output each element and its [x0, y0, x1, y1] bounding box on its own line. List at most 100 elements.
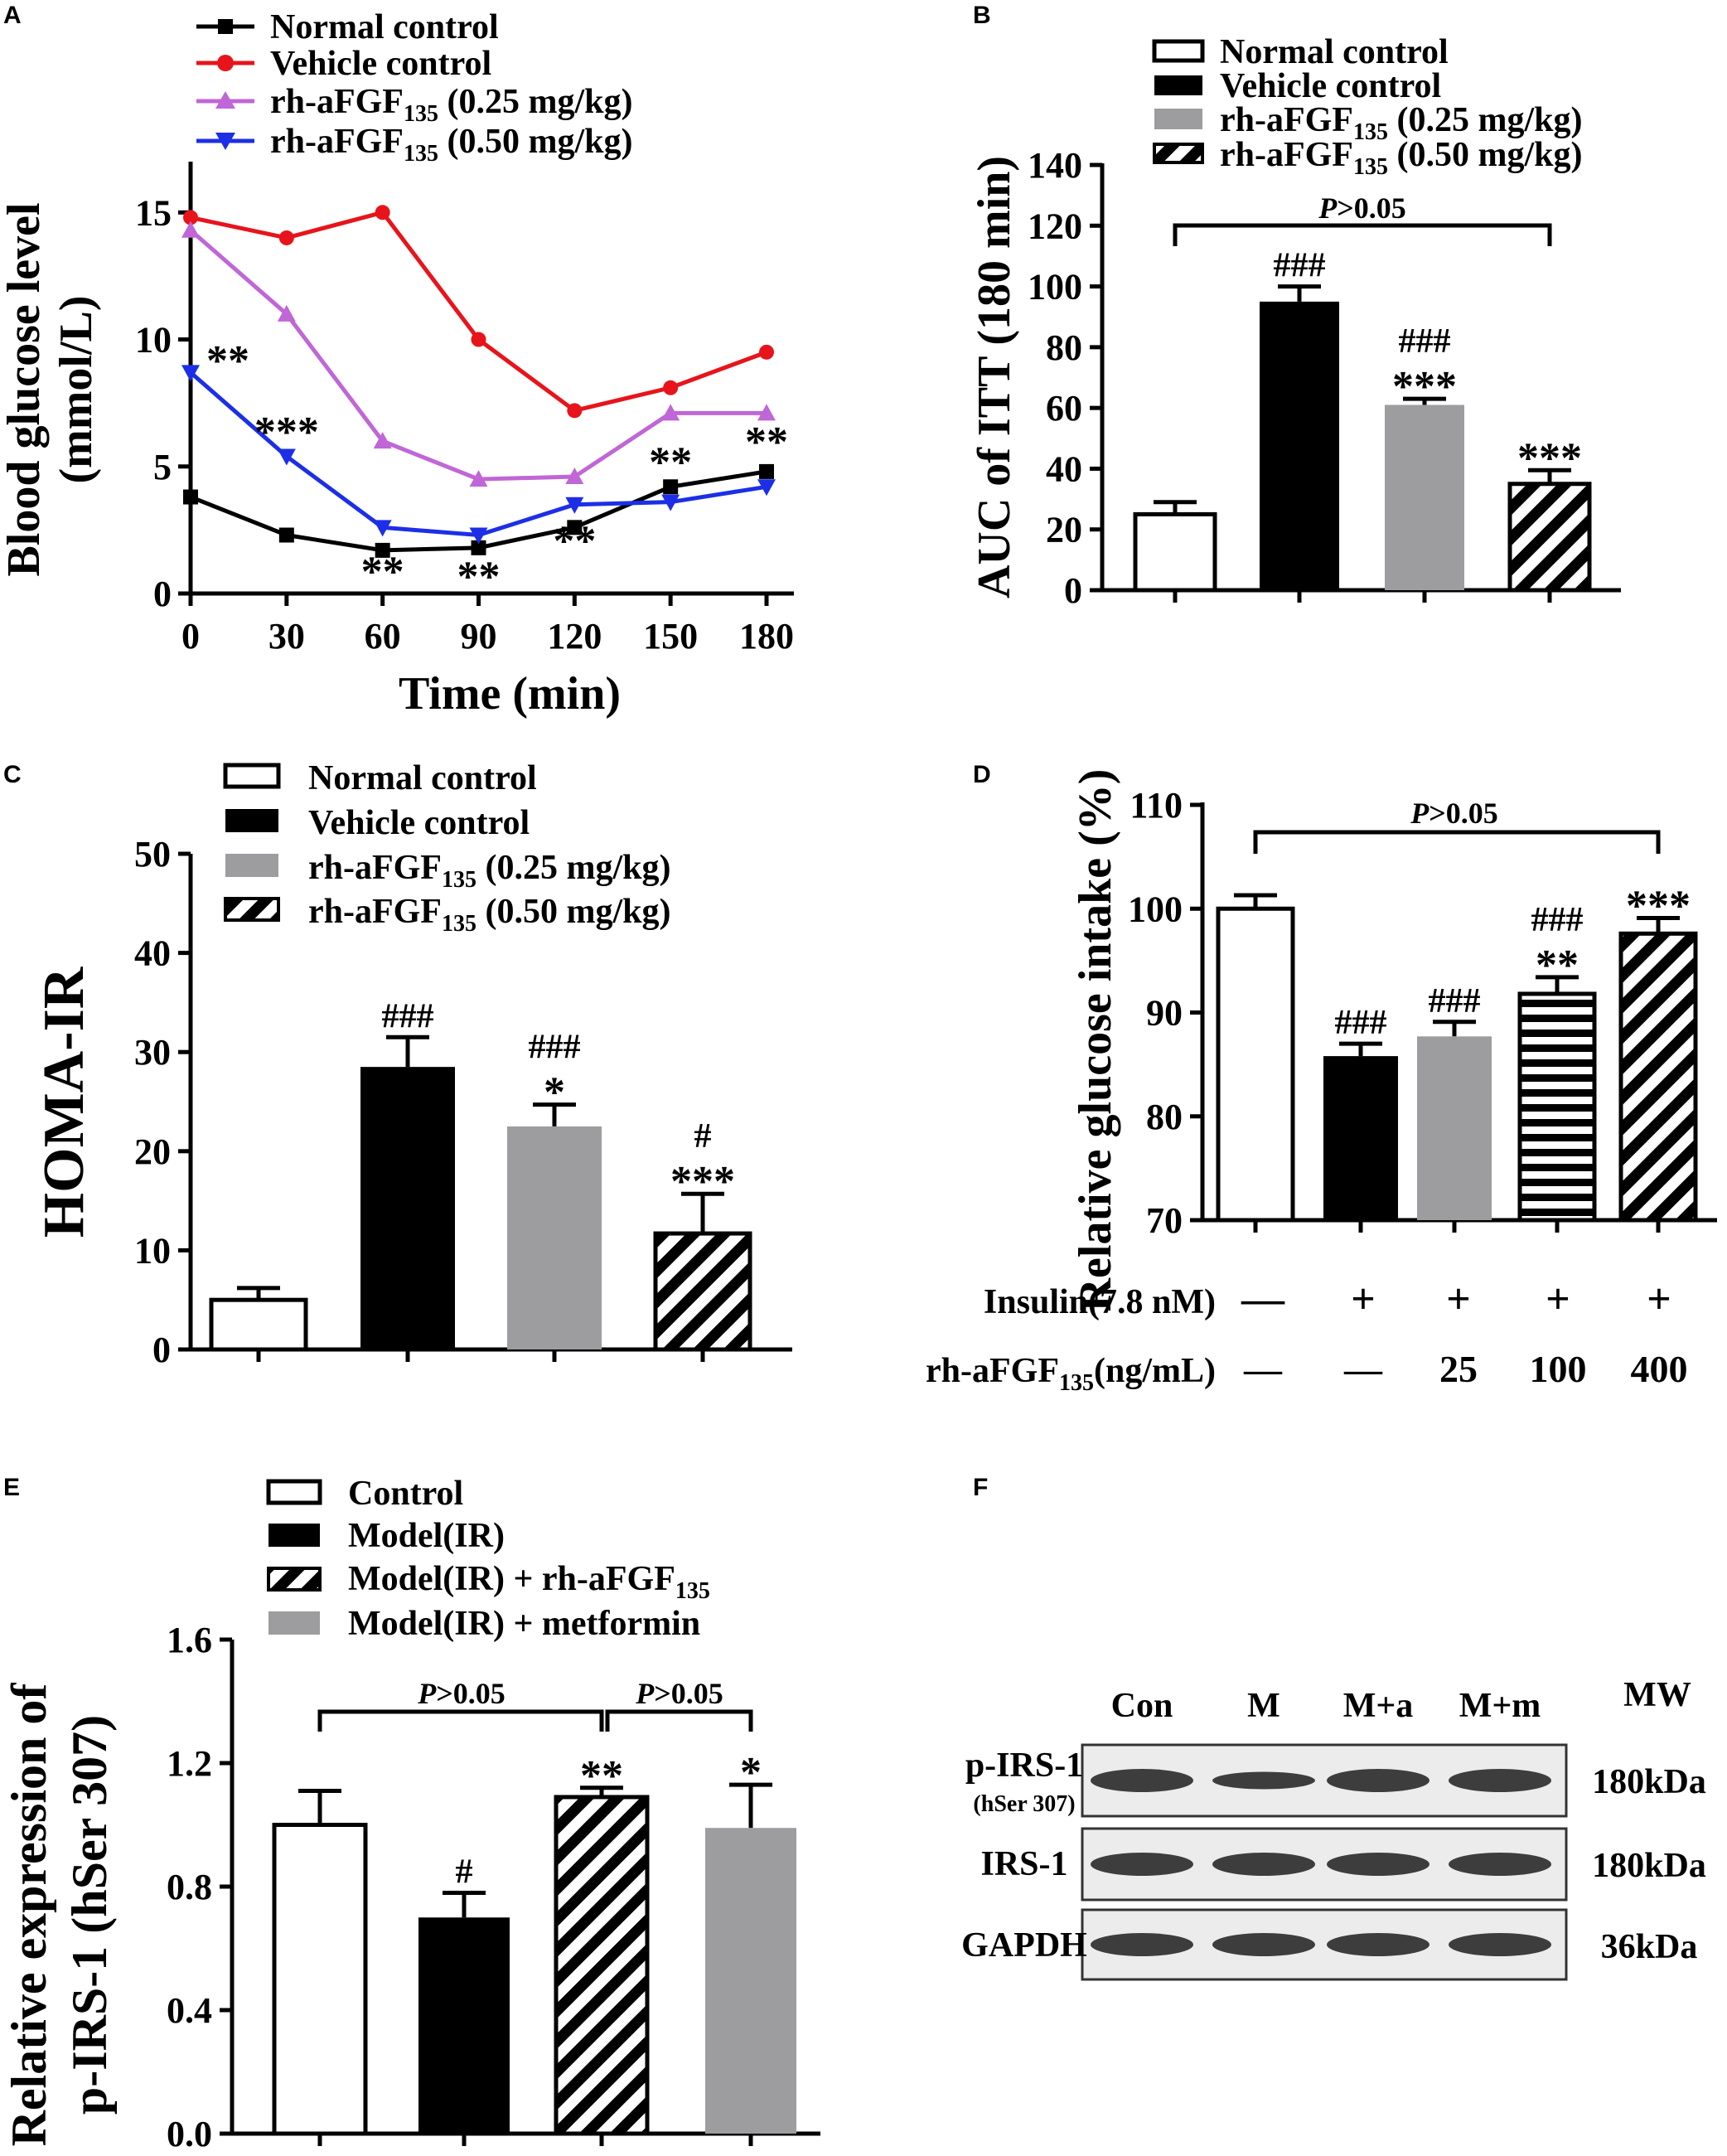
c-y-ticks: 0 10 20 30 40 50: [134, 834, 191, 1370]
panel-letter-e: E: [3, 1474, 20, 1501]
legend-e-swatch-met: [268, 1611, 320, 1635]
a-point: [375, 205, 390, 220]
legend-marker-vehicle: [217, 55, 234, 71]
c-y-tick-label: 20: [134, 1131, 171, 1172]
legend-high-tail: (0.50 mg/kg): [438, 123, 633, 161]
legend-c-high-sub: 135: [442, 911, 476, 937]
a-x-title: Time (min): [399, 668, 621, 719]
panel-e: E Control Model(IR) Model(IR) + rh-aFGF1…: [2, 1474, 820, 2154]
panel-f: F Con M M+a M+m MW p-IRS-1(hSer 307)180kDaI…: [961, 1474, 1706, 1981]
f-band: [1327, 1769, 1429, 1792]
legend-b-swatch-normal: [1152, 39, 1205, 63]
legend-b: Normal control Vehicle control rh-aFGF13…: [1152, 33, 1582, 180]
e-hash: #: [456, 1853, 473, 1891]
d-row2-rh: rh-aFGF: [926, 1352, 1059, 1390]
legend-label-high: rh-aFGF135 (0.50 mg/kg): [270, 123, 632, 167]
panel-letter-b: B: [973, 2, 991, 29]
b-bar: [1385, 405, 1464, 590]
legend-marker-high: [215, 133, 235, 150]
d-row2-cell: —: [1343, 1348, 1383, 1390]
a-point: [759, 344, 774, 360]
b-bar: [1260, 301, 1339, 590]
legend-c-low-sub: 135: [442, 867, 476, 893]
d-bracket-tail: >0.05: [1429, 797, 1498, 830]
d-row1-cell: +: [1546, 1276, 1570, 1323]
a-point: [757, 404, 776, 421]
legend-high-rh: rh-aFGF: [270, 123, 404, 161]
b-bar: [1133, 511, 1217, 593]
a-significance: **: [745, 419, 788, 466]
f-band: [1212, 1853, 1315, 1876]
c-hash: #: [694, 1117, 712, 1156]
f-blot-row: p-IRS-1 (hSer 307) 180kDa: [965, 1743, 1706, 1818]
d-stars: **: [1536, 942, 1579, 989]
d-row2-cell: 100: [1530, 1348, 1587, 1390]
d-y-title: Relative glucose intake (%): [1070, 769, 1121, 1312]
d-y-tick-label: 80: [1146, 1097, 1183, 1137]
e-y-tick-label: 0.0: [167, 2114, 212, 2154]
legend-e-rh-text: Model(IR) + rh-aFGF: [348, 1560, 675, 1598]
legend-c-low-rh: rh-aFGF: [308, 849, 442, 887]
d-treatment-table: — + + + + — — 25 100 400: [1241, 1276, 1688, 1390]
legend-b-swatch-vehicle: [1154, 75, 1202, 95]
legend-c-high-tail: (0.50 mg/kg): [476, 893, 671, 931]
a-x-tick-label: 120: [547, 616, 602, 656]
b-y-tick-label: 100: [1028, 267, 1082, 308]
b-bracket-p: P: [1318, 191, 1338, 225]
panel-a: A Normal control Vehicle control rh-aFGF…: [0, 2, 794, 719]
e-bracket-1-p: P: [417, 1677, 437, 1710]
legend-c-vehicle: Vehicle control: [308, 804, 530, 842]
e-bar: [705, 1828, 796, 2134]
d-bar: [1323, 1056, 1398, 1220]
b-y-tick-label: 140: [1028, 145, 1082, 186]
e-y-tick-label: 1.2: [167, 1743, 212, 1784]
legend-b-low-rh: rh-aFGF: [1220, 101, 1353, 139]
c-bar: [360, 1067, 455, 1349]
c-bar: [209, 1297, 308, 1352]
legend-e-rh: Model(IR) + rh-aFGF135: [348, 1560, 710, 1604]
d-row2-cell: —: [1243, 1348, 1283, 1390]
legend-b-low-tail: (0.25 mg/kg): [1388, 101, 1583, 139]
a-x-tick-label: 180: [739, 616, 794, 656]
legend-marker-normal: [218, 19, 233, 34]
a-significance: **: [361, 548, 404, 595]
c-hash: ###: [529, 1029, 581, 1067]
legend-b-high: rh-aFGF135 (0.50 mg/kg): [1220, 136, 1582, 180]
a-point: [277, 448, 296, 466]
d-row1-cell: +: [1351, 1276, 1376, 1323]
a-y-ticks: 0 5 10 15: [135, 192, 191, 614]
f-mw-header: MW: [1623, 1676, 1691, 1714]
d-row2-cell: 25: [1439, 1348, 1478, 1390]
b-y-tick-label: 40: [1046, 448, 1082, 489]
b-y-title: AUC of ITT (180 min): [969, 156, 1020, 598]
e-bracket-2-tail: >0.05: [654, 1677, 723, 1710]
panel-letter-a: A: [3, 2, 22, 29]
legend-label-vehicle: Vehicle control: [270, 45, 491, 83]
a-y-tick-label: 10: [135, 320, 172, 361]
a-significance: ***: [254, 409, 319, 456]
f-row-mw: 180kDa: [1592, 1763, 1706, 1801]
d-hash: ###: [1335, 1004, 1387, 1042]
legend-marker-low: [215, 91, 235, 109]
a-point: [373, 432, 392, 449]
e-y-ticks: 0.0 0.4 0.8 1.2 1.6: [167, 1620, 232, 2154]
b-hash: ###: [1399, 322, 1451, 361]
legend-b-swatch-high: [1153, 143, 1204, 164]
a-x-tick-label: 30: [268, 616, 305, 656]
legend-e-model: Model(IR): [348, 1517, 505, 1555]
b-y-tick-label: 20: [1046, 510, 1082, 550]
e-bracket-2-p: P: [635, 1677, 655, 1710]
a-point: [183, 210, 198, 225]
d-row2-tail: (ng/mL): [1094, 1352, 1216, 1390]
c-stars: ***: [670, 1158, 735, 1205]
a-significance: **: [553, 518, 596, 565]
a-point: [661, 494, 680, 511]
d-bar: [1417, 1036, 1492, 1220]
a-point: [565, 497, 584, 514]
legend-b-low: rh-aFGF135 (0.25 mg/kg): [1220, 101, 1582, 145]
legend-c-low-tail: (0.25 mg/kg): [476, 849, 671, 887]
e-bracket-1-label: P>0.05: [417, 1677, 506, 1710]
d-y-tick-label: 70: [1146, 1200, 1183, 1241]
d-bracket-label: P>0.05: [1410, 797, 1498, 830]
